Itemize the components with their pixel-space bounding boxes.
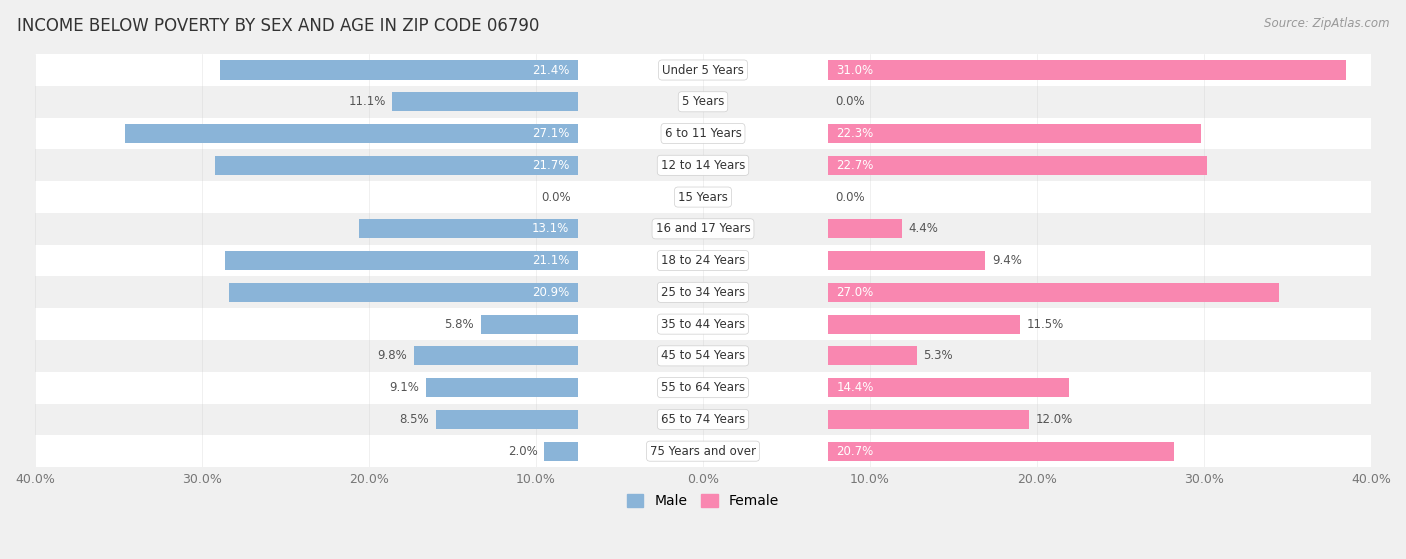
Bar	[35, 404, 1371, 435]
Text: 35 to 44 Years: 35 to 44 Years	[661, 318, 745, 330]
Text: 22.7%: 22.7%	[837, 159, 875, 172]
Text: 9.1%: 9.1%	[389, 381, 419, 394]
Text: 14.4%: 14.4%	[837, 381, 875, 394]
Text: Source: ZipAtlas.com: Source: ZipAtlas.com	[1264, 17, 1389, 30]
Text: INCOME BELOW POVERTY BY SEX AND AGE IN ZIP CODE 06790: INCOME BELOW POVERTY BY SEX AND AGE IN Z…	[17, 17, 540, 35]
Bar	[35, 213, 1371, 245]
Bar	[436, 410, 578, 429]
Bar	[481, 315, 578, 334]
Text: 31.0%: 31.0%	[837, 64, 873, 77]
Text: 0.0%: 0.0%	[835, 191, 865, 203]
Text: 25 to 34 Years: 25 to 34 Years	[661, 286, 745, 299]
Bar	[225, 251, 578, 270]
Text: 2.0%: 2.0%	[508, 444, 537, 458]
Bar	[125, 124, 578, 143]
Text: Under 5 Years: Under 5 Years	[662, 64, 744, 77]
Bar	[828, 378, 1069, 397]
Bar	[828, 251, 986, 270]
Text: 0.0%: 0.0%	[835, 95, 865, 108]
Text: 16 and 17 Years: 16 and 17 Years	[655, 222, 751, 235]
Text: 21.1%: 21.1%	[531, 254, 569, 267]
Bar	[359, 219, 578, 238]
Bar	[828, 315, 1021, 334]
Text: 5.8%: 5.8%	[444, 318, 474, 330]
Bar	[544, 442, 578, 461]
Bar	[392, 92, 578, 111]
Text: 8.5%: 8.5%	[399, 413, 429, 426]
Text: 9.4%: 9.4%	[993, 254, 1022, 267]
Text: 4.4%: 4.4%	[908, 222, 938, 235]
Bar	[828, 60, 1346, 79]
Text: 27.1%: 27.1%	[531, 127, 569, 140]
Text: 9.8%: 9.8%	[378, 349, 408, 362]
Text: 22.3%: 22.3%	[837, 127, 875, 140]
Bar	[828, 347, 917, 366]
Bar	[35, 277, 1371, 308]
Text: 15 Years: 15 Years	[678, 191, 728, 203]
Bar	[35, 372, 1371, 404]
Text: 21.7%: 21.7%	[531, 159, 569, 172]
Bar	[35, 340, 1371, 372]
Text: 20.7%: 20.7%	[837, 444, 875, 458]
Text: 65 to 74 Years: 65 to 74 Years	[661, 413, 745, 426]
Text: 11.1%: 11.1%	[349, 95, 385, 108]
Text: 11.5%: 11.5%	[1026, 318, 1064, 330]
Text: 21.4%: 21.4%	[531, 64, 569, 77]
Text: 45 to 54 Years: 45 to 54 Years	[661, 349, 745, 362]
Text: 27.0%: 27.0%	[837, 286, 875, 299]
Bar	[828, 410, 1029, 429]
Text: 13.1%: 13.1%	[531, 222, 569, 235]
Text: 5 Years: 5 Years	[682, 95, 724, 108]
Text: 55 to 64 Years: 55 to 64 Years	[661, 381, 745, 394]
Bar	[35, 245, 1371, 277]
Bar	[221, 60, 578, 79]
Bar	[35, 149, 1371, 181]
Bar	[35, 86, 1371, 117]
Text: 0.0%: 0.0%	[541, 191, 571, 203]
Bar	[35, 54, 1371, 86]
Bar	[35, 435, 1371, 467]
Text: 5.3%: 5.3%	[924, 349, 953, 362]
Bar	[828, 283, 1279, 302]
Bar	[426, 378, 578, 397]
Bar	[828, 156, 1208, 175]
Bar	[35, 117, 1371, 149]
Text: 6 to 11 Years: 6 to 11 Years	[665, 127, 741, 140]
Bar	[229, 283, 578, 302]
Bar	[215, 156, 578, 175]
Text: 12.0%: 12.0%	[1035, 413, 1073, 426]
Bar	[828, 124, 1201, 143]
Legend: Male, Female: Male, Female	[621, 489, 785, 514]
Bar	[828, 442, 1174, 461]
Text: 20.9%: 20.9%	[531, 286, 569, 299]
Bar	[35, 181, 1371, 213]
Bar	[35, 308, 1371, 340]
Text: 18 to 24 Years: 18 to 24 Years	[661, 254, 745, 267]
Bar	[828, 219, 901, 238]
Text: 75 Years and over: 75 Years and over	[650, 444, 756, 458]
Text: 12 to 14 Years: 12 to 14 Years	[661, 159, 745, 172]
Bar	[413, 347, 578, 366]
